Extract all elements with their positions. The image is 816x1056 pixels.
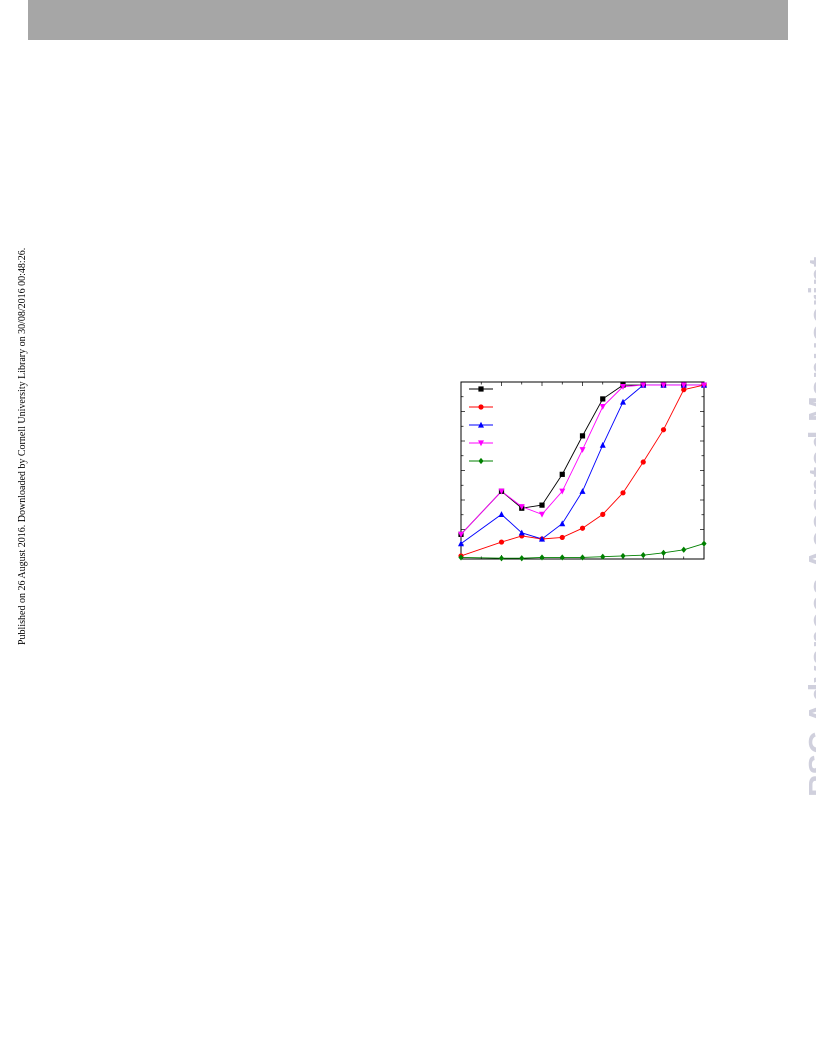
manuscript-watermark: RSC Advances Accepted Manuscript bbox=[802, 256, 816, 797]
data-point bbox=[458, 531, 464, 538]
data-point bbox=[539, 511, 545, 518]
data-point bbox=[681, 387, 687, 393]
header-bar bbox=[28, 0, 788, 40]
legend bbox=[469, 386, 493, 465]
data-point bbox=[620, 552, 626, 560]
plot-frame bbox=[460, 381, 705, 560]
series-line-2 bbox=[460, 384, 705, 557]
data-point bbox=[498, 539, 505, 545]
series-line-4 bbox=[460, 384, 704, 535]
data-point bbox=[539, 502, 545, 508]
data-point bbox=[539, 554, 545, 561]
data-point bbox=[498, 555, 505, 562]
data-point bbox=[559, 534, 565, 541]
data-point bbox=[518, 529, 525, 536]
data-point bbox=[600, 511, 606, 517]
data-point bbox=[660, 382, 667, 389]
data-point bbox=[498, 511, 505, 517]
series-lines bbox=[460, 384, 705, 559]
data-point bbox=[620, 398, 626, 405]
plot-border bbox=[460, 381, 705, 560]
data-point bbox=[458, 540, 464, 547]
series-line-5 bbox=[460, 543, 705, 559]
download-notice: Published on 26 August 2016. Downloaded … bbox=[17, 247, 28, 645]
series-line-1 bbox=[460, 384, 704, 535]
legend-marker-5 bbox=[478, 457, 484, 465]
legend-marker-3 bbox=[478, 421, 484, 428]
data-point bbox=[640, 459, 646, 465]
data-point bbox=[599, 441, 606, 448]
data-point bbox=[680, 382, 687, 389]
data-point bbox=[620, 490, 626, 496]
data-point bbox=[701, 382, 707, 389]
data-point bbox=[660, 549, 667, 556]
data-point bbox=[539, 535, 545, 542]
series-line-3 bbox=[460, 384, 704, 544]
legend-marker-4 bbox=[478, 440, 484, 447]
data-point bbox=[559, 488, 566, 495]
data-point bbox=[579, 525, 586, 531]
data-point bbox=[519, 555, 525, 562]
legend-marker-2 bbox=[478, 404, 484, 410]
axis-ticks bbox=[460, 381, 705, 560]
data-point bbox=[579, 433, 586, 439]
data-point bbox=[559, 520, 566, 527]
data-point bbox=[518, 504, 525, 510]
data-point bbox=[498, 488, 505, 495]
data-point bbox=[599, 404, 606, 410]
data-point bbox=[579, 447, 586, 453]
data-point bbox=[559, 554, 565, 561]
data-point bbox=[579, 488, 586, 494]
data-point bbox=[701, 540, 707, 547]
data-point bbox=[600, 396, 606, 402]
series-markers bbox=[458, 381, 707, 562]
data-point bbox=[660, 427, 667, 433]
data-point bbox=[458, 554, 464, 561]
data-point bbox=[579, 554, 586, 561]
data-point bbox=[681, 546, 687, 553]
data-point bbox=[640, 382, 647, 389]
line-chart bbox=[458, 381, 707, 562]
legend-marker-1 bbox=[478, 386, 484, 392]
data-point bbox=[620, 384, 626, 390]
data-point bbox=[640, 552, 646, 559]
data-point bbox=[559, 471, 565, 477]
